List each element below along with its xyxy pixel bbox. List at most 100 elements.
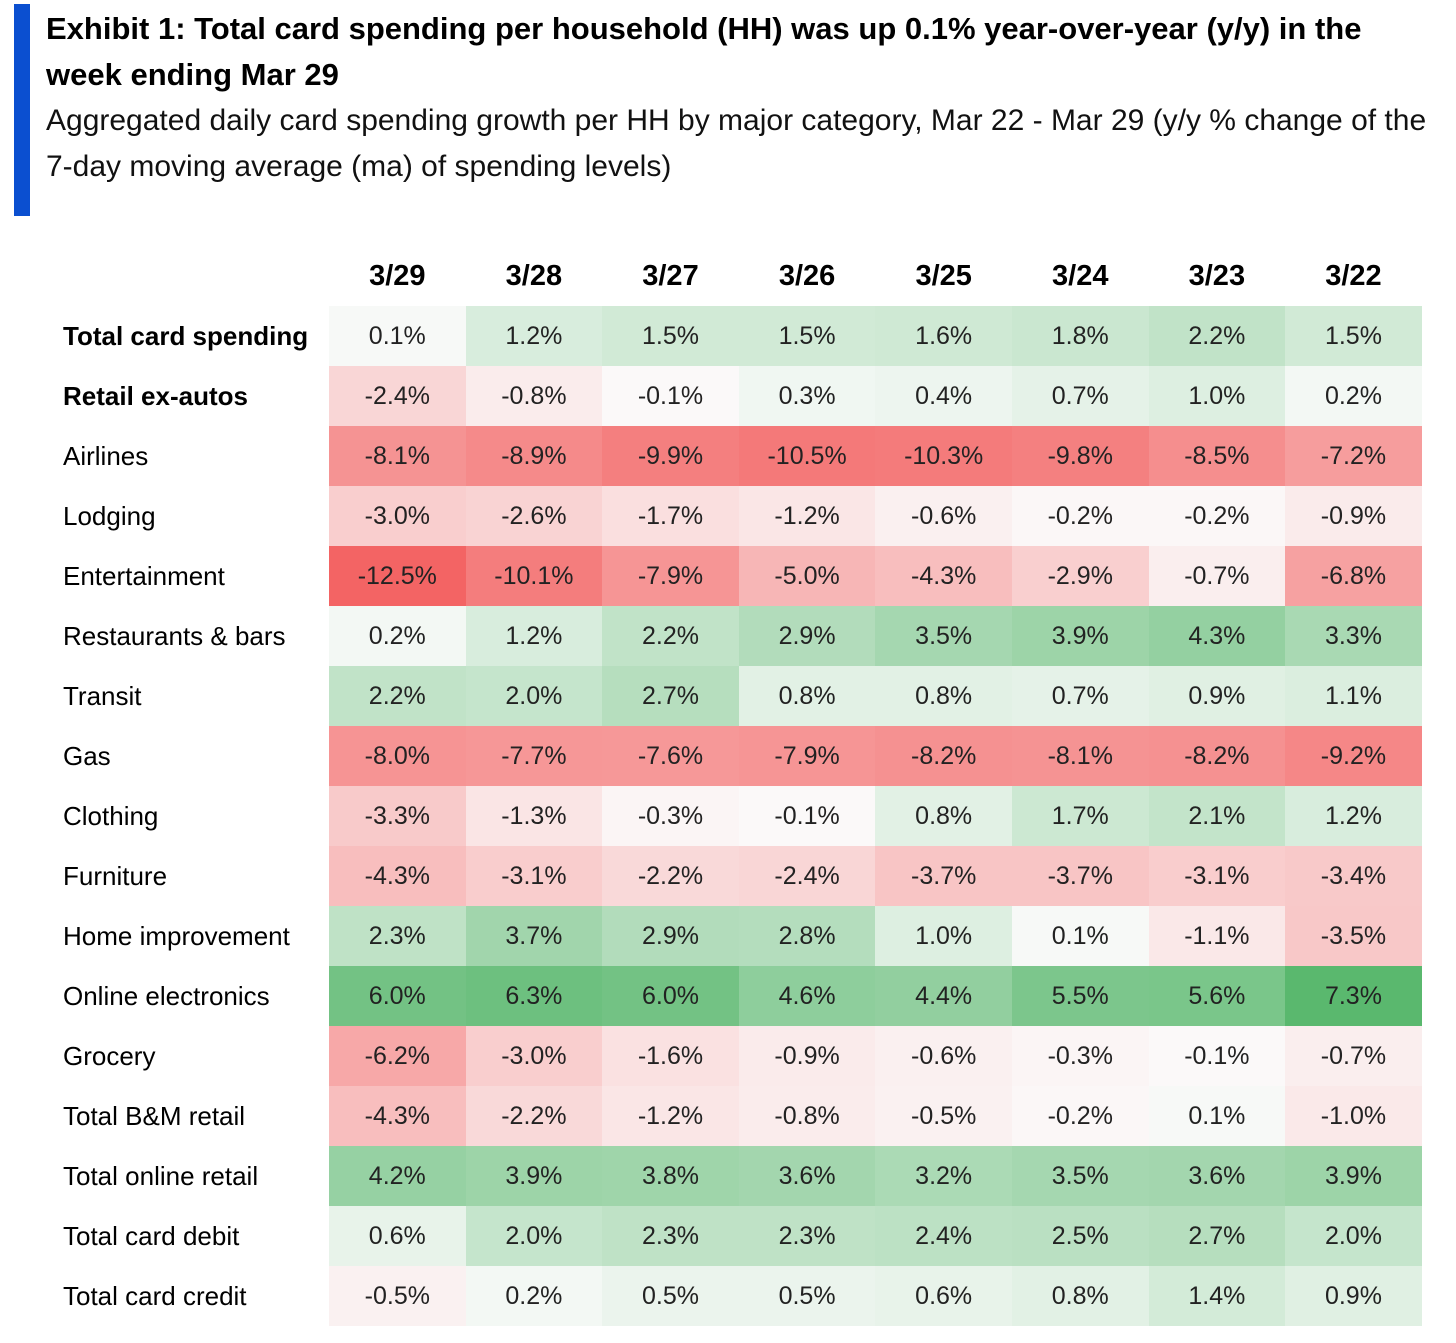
heatmap-cell: -3.5% bbox=[1285, 906, 1422, 966]
heatmap-cell: -1.0% bbox=[1285, 1086, 1422, 1146]
heatmap-cell: -0.7% bbox=[1285, 1026, 1422, 1086]
table-row: Furniture -4.3% -3.1% -2.2% -2.4% -3.7% -3.7% -… bbox=[48, 846, 1422, 906]
table-row: Lodging -3.0% -2.6% -1.7% -1.2% -0.6% -0.2% -0.… bbox=[48, 486, 1422, 546]
heatmap-cell: -0.7% bbox=[1148, 546, 1286, 606]
heatmap-cell: -2.4% bbox=[329, 366, 466, 426]
heatmap-cell: 0.7% bbox=[1011, 366, 1149, 426]
row-label: Online electronics bbox=[63, 980, 270, 1011]
heatmap-cell: -8.1% bbox=[329, 426, 466, 486]
table-row: Total card debit 0.6% 2.0% 2.3% 2.3% 2.4% 2.5%… bbox=[48, 1206, 1422, 1266]
heatmap-cell: -0.9% bbox=[738, 1026, 876, 1086]
heatmap-cell: -1.2% bbox=[602, 1086, 739, 1146]
heatmap-cell: 4.2% bbox=[329, 1146, 466, 1206]
heatmap-cell: -4.3% bbox=[329, 846, 466, 906]
heatmap-cell: 0.5% bbox=[602, 1266, 739, 1326]
heatmap-cell: 1.2% bbox=[465, 306, 603, 366]
heatmap-cell: -1.3% bbox=[465, 786, 603, 846]
row-label: Total card spending bbox=[63, 320, 309, 351]
row-label: Grocery bbox=[63, 1040, 156, 1071]
heatmap-cell: -3.3% bbox=[329, 786, 466, 846]
heatmap-cell: 1.2% bbox=[1285, 786, 1422, 846]
heatmap-cell: 0.9% bbox=[1148, 666, 1286, 726]
heatmap-cell: -7.6% bbox=[602, 726, 739, 786]
table-row: Airlines -8.1% -8.9% -9.9% -10.5% -10.3% -9.8%… bbox=[48, 426, 1422, 486]
heatmap-cell: -2.2% bbox=[602, 846, 739, 906]
heatmap-cell: 4.4% bbox=[875, 966, 1012, 1026]
heatmap-cell: 0.8% bbox=[738, 666, 876, 726]
heatmap-cell: -2.9% bbox=[1011, 546, 1149, 606]
row-label: Retail ex-autos bbox=[63, 380, 248, 411]
heatmap-cell: -0.2% bbox=[1148, 486, 1286, 546]
table-row: Home improvement 2.3% 3.7% 2.9% 2.8% 1.0% 0.1%… bbox=[48, 906, 1422, 966]
heatmap-cell: 2.2% bbox=[602, 606, 739, 666]
table-row: Retail ex-autos -2.4% -0.8% -0.1% 0.3% 0.4% 0.… bbox=[48, 366, 1422, 426]
column-header-3-24: 3/24 bbox=[1052, 259, 1109, 292]
heatmap-cell: 2.0% bbox=[465, 666, 603, 726]
heatmap-cell: -2.6% bbox=[465, 486, 603, 546]
heatmap-cell: 0.7% bbox=[1011, 666, 1149, 726]
heatmap-cell: 0.8% bbox=[875, 786, 1012, 846]
heatmap-cell: 2.2% bbox=[1148, 306, 1286, 366]
heatmap-cell: 1.6% bbox=[875, 306, 1012, 366]
heatmap-cell: 2.9% bbox=[602, 906, 739, 966]
heatmap-cell: -10.5% bbox=[738, 426, 876, 486]
row-label: Lodging bbox=[63, 500, 156, 531]
heatmap-cell: -10.1% bbox=[465, 546, 603, 606]
heatmap-cell: 0.2% bbox=[465, 1266, 603, 1326]
heatmap-cell: 2.3% bbox=[602, 1206, 739, 1266]
exhibit-header: Exhibit 1: Total card spending per house… bbox=[46, 6, 1441, 190]
heatmap-cell: 6.0% bbox=[602, 966, 739, 1026]
table-row: Total B&M retail -4.3% -2.2% -1.2% -0.8% -0.5… bbox=[48, 1086, 1422, 1146]
heatmap-cell: -9.8% bbox=[1011, 426, 1149, 486]
heatmap-cell: -4.3% bbox=[329, 1086, 466, 1146]
heatmap-cell: -3.7% bbox=[1011, 846, 1149, 906]
table-row: Gas -8.0% -7.7% -7.6% -7.9% -8.2% -8.1% -8.2% -9… bbox=[48, 726, 1422, 786]
heatmap-cell: 2.3% bbox=[738, 1206, 876, 1266]
column-header-3-28: 3/28 bbox=[505, 259, 563, 292]
heatmap-cell: -2.2% bbox=[465, 1086, 603, 1146]
heatmap-cell: 2.7% bbox=[1148, 1206, 1286, 1266]
heatmap-cell: 2.0% bbox=[1285, 1206, 1422, 1266]
heatmap-cell: -0.8% bbox=[465, 366, 603, 426]
heatmap-cell: -5.0% bbox=[738, 546, 876, 606]
row-label: Total online retail bbox=[63, 1160, 259, 1191]
heatmap-cell: 3.6% bbox=[1148, 1146, 1286, 1206]
heatmap-cell: 0.2% bbox=[329, 606, 466, 666]
heatmap-cell: -1.7% bbox=[602, 486, 739, 546]
heatmap-cell: 3.9% bbox=[465, 1146, 603, 1206]
heatmap-cell: -0.6% bbox=[875, 486, 1012, 546]
heatmap-cell: 1.5% bbox=[602, 306, 739, 366]
heatmap-cell: 2.9% bbox=[738, 606, 876, 666]
column-header-3-29: 3/29 bbox=[369, 259, 426, 292]
heatmap-cell: 3.3% bbox=[1285, 606, 1422, 666]
heatmap-cell: 3.5% bbox=[875, 606, 1012, 666]
column-header-3-23: 3/23 bbox=[1188, 259, 1246, 292]
heatmap-cell: -0.2% bbox=[1011, 1086, 1149, 1146]
heatmap-cell: -3.1% bbox=[465, 846, 603, 906]
row-label: Restaurants & bars bbox=[63, 620, 286, 651]
heatmap-cell: -0.8% bbox=[738, 1086, 876, 1146]
row-label: Total card credit bbox=[63, 1280, 247, 1311]
table-row: Clothing -3.3% -1.3% -0.3% -0.1% 0.8% 1.7% 2.1%… bbox=[48, 786, 1422, 846]
row-label: Airlines bbox=[63, 440, 149, 471]
heatmap-cell: -6.2% bbox=[329, 1026, 466, 1086]
row-label: Entertainment bbox=[63, 560, 225, 591]
heatmap-cell: 3.7% bbox=[465, 906, 603, 966]
heatmap-cell: 0.3% bbox=[738, 366, 876, 426]
heatmap-cell: 2.4% bbox=[875, 1206, 1012, 1266]
heatmap-cell: 5.6% bbox=[1148, 966, 1286, 1026]
heatmap-cell: -9.9% bbox=[602, 426, 739, 486]
heatmap-cell: 2.0% bbox=[465, 1206, 603, 1266]
heatmap-cell: 0.8% bbox=[875, 666, 1012, 726]
heatmap-cell: 0.1% bbox=[1148, 1086, 1286, 1146]
heatmap-cell: -8.2% bbox=[875, 726, 1012, 786]
heatmap-cell: -10.3% bbox=[875, 426, 1012, 486]
table-row: Online electronics 6.0% 6.3% 6.0% 4.6% 4.4% 5.… bbox=[48, 966, 1422, 1026]
heatmap-cell: -7.7% bbox=[465, 726, 603, 786]
heatmap-cell: 2.5% bbox=[1011, 1206, 1149, 1266]
heatmap-cell: 3.8% bbox=[602, 1146, 739, 1206]
heatmap-cell: 1.8% bbox=[1011, 306, 1149, 366]
heatmap-table: 3/29 3/28 3/27 3/26 3/25 3/24 3/23 3/22 Total c… bbox=[48, 246, 1422, 1326]
row-label: Furniture bbox=[63, 860, 168, 891]
heatmap-cell: 0.2% bbox=[1285, 366, 1422, 426]
